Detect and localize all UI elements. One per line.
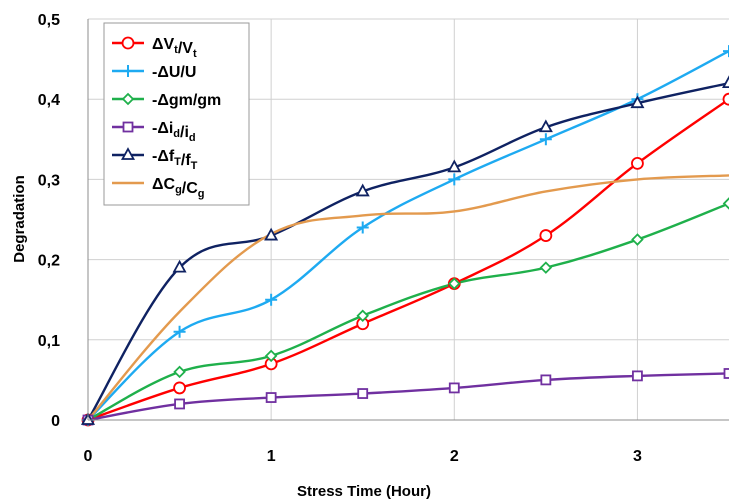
data-point-marker: [539, 133, 552, 146]
y-tick-label: 0,1: [38, 333, 60, 350]
data-point-marker: [722, 92, 729, 106]
legend-label: -Δid/id: [152, 120, 196, 144]
data-point-marker: [355, 183, 370, 197]
data-point-marker: [723, 45, 729, 58]
legend-swatch-marker: [121, 92, 135, 106]
series-line: [87, 372, 729, 422]
data-point-marker: [447, 159, 462, 173]
data-point-marker: [265, 392, 277, 403]
data-point-marker: [172, 259, 187, 273]
series-line: [87, 174, 729, 421]
data-point-marker: [264, 227, 279, 241]
tick-labels: 0 0,1 0,2 0,3 0,4 0,5 0 1 2 3: [38, 12, 642, 465]
legend-box: [103, 22, 250, 206]
data-point-marker: [631, 156, 644, 170]
legend-label: -ΔfT/fT: [152, 148, 198, 172]
data-point-marker: [631, 233, 644, 246]
legend-label: -ΔU/U: [152, 64, 196, 81]
data-point-marker: [723, 368, 729, 379]
data-point-marker: [357, 388, 369, 399]
data-point-marker: [540, 374, 552, 386]
y-tick-label: 0,2: [38, 253, 60, 270]
data-point-marker: [173, 381, 186, 395]
series-line: [87, 50, 729, 421]
x-axis-title: Stress Time (Hour): [297, 483, 431, 500]
y-tick-label: 0: [51, 413, 60, 430]
data-point-marker: [539, 229, 553, 242]
data-point-marker: [174, 398, 185, 410]
y-tick-label: 0,4: [38, 92, 60, 109]
y-tick-label: 0,5: [38, 12, 60, 29]
data-point-marker: [448, 382, 460, 394]
data-point-marker: [630, 95, 645, 109]
x-tick-label: 1: [267, 448, 276, 465]
data-point-marker: [173, 365, 186, 379]
x-tick-label: 2: [450, 448, 459, 465]
data-point-marker: [173, 325, 186, 338]
data-point-marker: [448, 173, 461, 186]
legend-swatch-marker: [121, 36, 135, 50]
legend-label: -Δgm/gm: [152, 92, 221, 109]
data-point-marker: [356, 221, 369, 234]
data-point-marker: [448, 277, 461, 290]
data-point-marker: [356, 309, 369, 323]
data-point-marker: [264, 349, 278, 363]
data-point-marker: [722, 197, 729, 210]
axes: [87, 19, 729, 421]
y-axis-title: Degradation: [11, 175, 28, 263]
legend-label: ΔCg/Cg: [152, 176, 205, 200]
data-point-marker: [721, 75, 729, 89]
series-line: [87, 98, 729, 422]
legend-label: ΔVt/Vt: [152, 36, 197, 60]
legend: ΔVt/Vt -ΔU/U -Δgm/gm -Δid/id -ΔfT/fT ΔCg/Cg: [103, 22, 250, 206]
legend-swatch-marker: [120, 147, 136, 160]
data-point-marker: [265, 293, 278, 306]
y-tick-label: 0,3: [38, 172, 60, 189]
x-tick-label: 3: [633, 448, 642, 465]
data-point-marker: [632, 370, 643, 382]
legend-swatch-marker: [122, 121, 134, 133]
data-point-marker: [539, 261, 553, 274]
x-tick-label: 0: [84, 448, 93, 465]
data-point-marker: [538, 119, 553, 133]
legend-swatch-marker: [122, 65, 134, 77]
